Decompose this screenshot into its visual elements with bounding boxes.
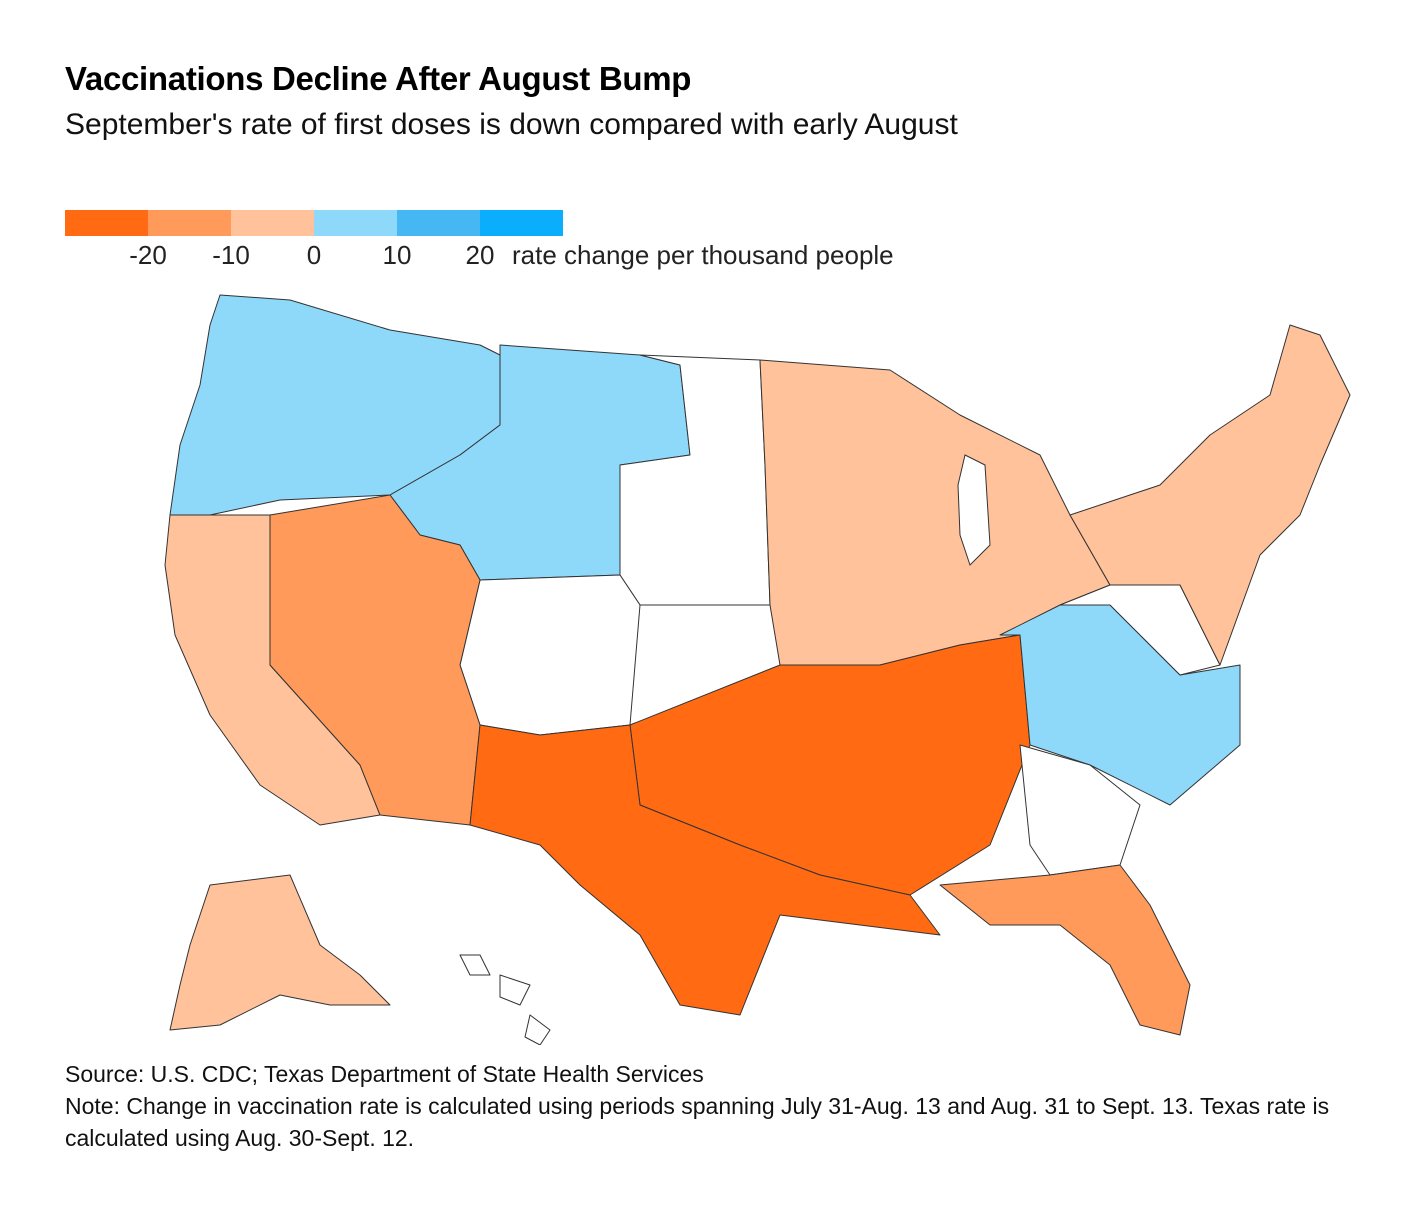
legend-swatch-4 <box>314 210 397 236</box>
region-alaska <box>169 874 391 1031</box>
legend-tick-10: 10 <box>382 240 412 270</box>
legend-tick-0: 0 <box>306 240 322 270</box>
source-notes: Source: U.S. CDC; Texas Department of St… <box>65 1058 1365 1154</box>
source-text: Source: U.S. CDC; Texas Department of St… <box>65 1061 704 1087</box>
region-nevada-arizona <box>269 494 481 826</box>
legend-swatch-1 <box>65 210 148 236</box>
legend-swatch-6 <box>480 210 563 236</box>
legend-labels: -20 -10 0 10 20 rate change per thousand… <box>0 240 1420 276</box>
legend-tick-minus20: -20 <box>129 240 167 270</box>
region-california <box>164 514 381 826</box>
us-county-map <box>164 294 1351 1045</box>
region-florida <box>939 864 1191 1036</box>
legend-color-bar <box>65 210 563 236</box>
legend-tick-minus10: -10 <box>212 240 250 270</box>
region-northeast <box>1069 324 1351 666</box>
region-texas-gulf <box>469 724 941 1016</box>
region-colorado <box>459 574 641 736</box>
legend-unit: rate change per thousand people <box>512 240 894 270</box>
lake-michigan <box>957 454 991 566</box>
legend-tick-20: 20 <box>465 240 495 270</box>
chart-subtitle: September's rate of first doses is down … <box>65 108 958 141</box>
note-text: Note: Change in vaccination rate is calc… <box>65 1093 1330 1151</box>
legend-swatch-3 <box>231 210 314 236</box>
region-hawaii <box>459 954 551 1045</box>
chart-title: Vaccinations Decline After August Bump <box>65 60 692 97</box>
legend-swatch-2 <box>148 210 231 236</box>
legend-swatch-5 <box>397 210 480 236</box>
